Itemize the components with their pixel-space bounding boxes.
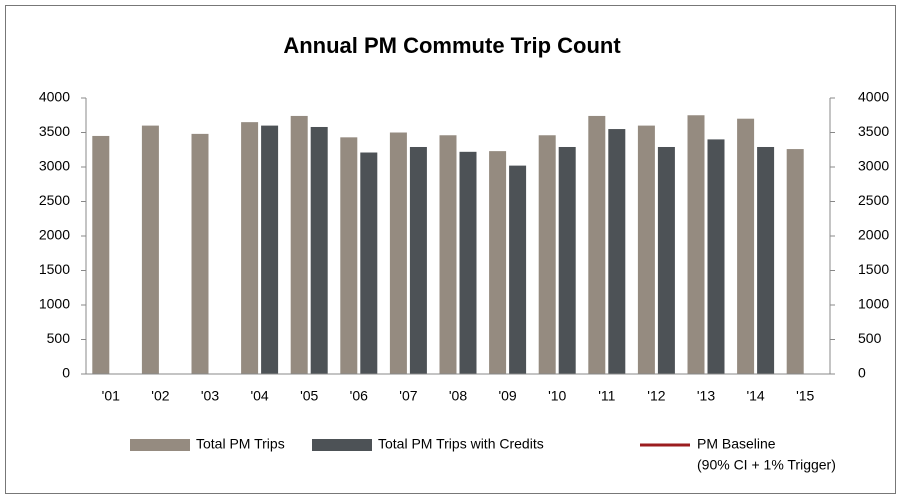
bar — [141, 125, 159, 374]
bar — [439, 135, 457, 374]
x-tick-label: '06 — [350, 388, 368, 404]
bar — [261, 125, 279, 374]
y2-tick-label: 4000 — [858, 89, 889, 105]
bar — [757, 146, 775, 374]
bar — [538, 135, 556, 374]
bar — [558, 146, 576, 374]
bar — [786, 149, 804, 374]
x-tick-label: '13 — [697, 388, 715, 404]
x-tick-label: '05 — [300, 388, 318, 404]
bar — [360, 152, 378, 374]
y2-tick-label: 0 — [858, 365, 866, 381]
legend-swatch — [312, 439, 372, 451]
bar — [588, 115, 606, 374]
bar — [509, 165, 527, 374]
y2-tick-label: 3000 — [858, 158, 889, 174]
x-tick-label: '07 — [399, 388, 417, 404]
y-tick-label: 500 — [47, 330, 71, 346]
bar — [191, 133, 209, 374]
bar — [657, 146, 675, 374]
bar — [340, 137, 358, 374]
x-tick-label: '11 — [598, 388, 615, 404]
bar — [707, 139, 725, 374]
x-tick-label: '10 — [548, 388, 566, 404]
y-tick-label: 3500 — [39, 123, 70, 139]
legend-label: Total PM Trips — [196, 436, 285, 452]
bar — [409, 146, 427, 374]
bar — [737, 118, 755, 374]
legend-label: PM Baseline — [697, 436, 776, 452]
y2-tick-label: 1500 — [858, 261, 889, 277]
y2-tick-label: 1000 — [858, 296, 889, 312]
y-tick-label: 1500 — [39, 261, 70, 277]
y2-tick-label: 500 — [858, 330, 882, 346]
bar — [459, 151, 477, 374]
bar — [637, 125, 655, 374]
y-tick-label: 1000 — [39, 296, 70, 312]
x-tick-label: '15 — [796, 388, 814, 404]
y-tick-label: 3000 — [39, 158, 70, 174]
x-tick-label: '14 — [746, 388, 764, 404]
x-tick-label: '04 — [250, 388, 268, 404]
chart-title: Annual PM Commute Trip Count — [283, 33, 621, 58]
y2-tick-label: 2000 — [858, 227, 889, 243]
y-tick-label: 2000 — [39, 227, 70, 243]
bar — [389, 132, 407, 374]
x-tick-label: '03 — [201, 388, 219, 404]
x-tick-label: '08 — [449, 388, 467, 404]
x-tick-label: '02 — [151, 388, 169, 404]
bar — [608, 129, 626, 374]
legend-note: (90% CI + 1% Trigger) — [697, 457, 836, 473]
bar — [241, 122, 259, 375]
bar — [489, 151, 507, 374]
x-tick-label: '12 — [647, 388, 665, 404]
y-tick-label: 0 — [62, 365, 70, 381]
y2-tick-label: 2500 — [858, 192, 889, 208]
bar — [290, 115, 308, 374]
y2-tick-label: 3500 — [858, 123, 889, 139]
bar — [92, 135, 110, 374]
x-tick-label: '09 — [498, 388, 516, 404]
legend-label: Total PM Trips with Credits — [378, 436, 544, 452]
y-tick-label: 2500 — [39, 192, 70, 208]
y-tick-label: 4000 — [39, 89, 70, 105]
bar — [687, 115, 705, 374]
legend-swatch — [130, 439, 190, 451]
bar — [310, 126, 328, 374]
x-tick-label: '01 — [102, 388, 120, 404]
